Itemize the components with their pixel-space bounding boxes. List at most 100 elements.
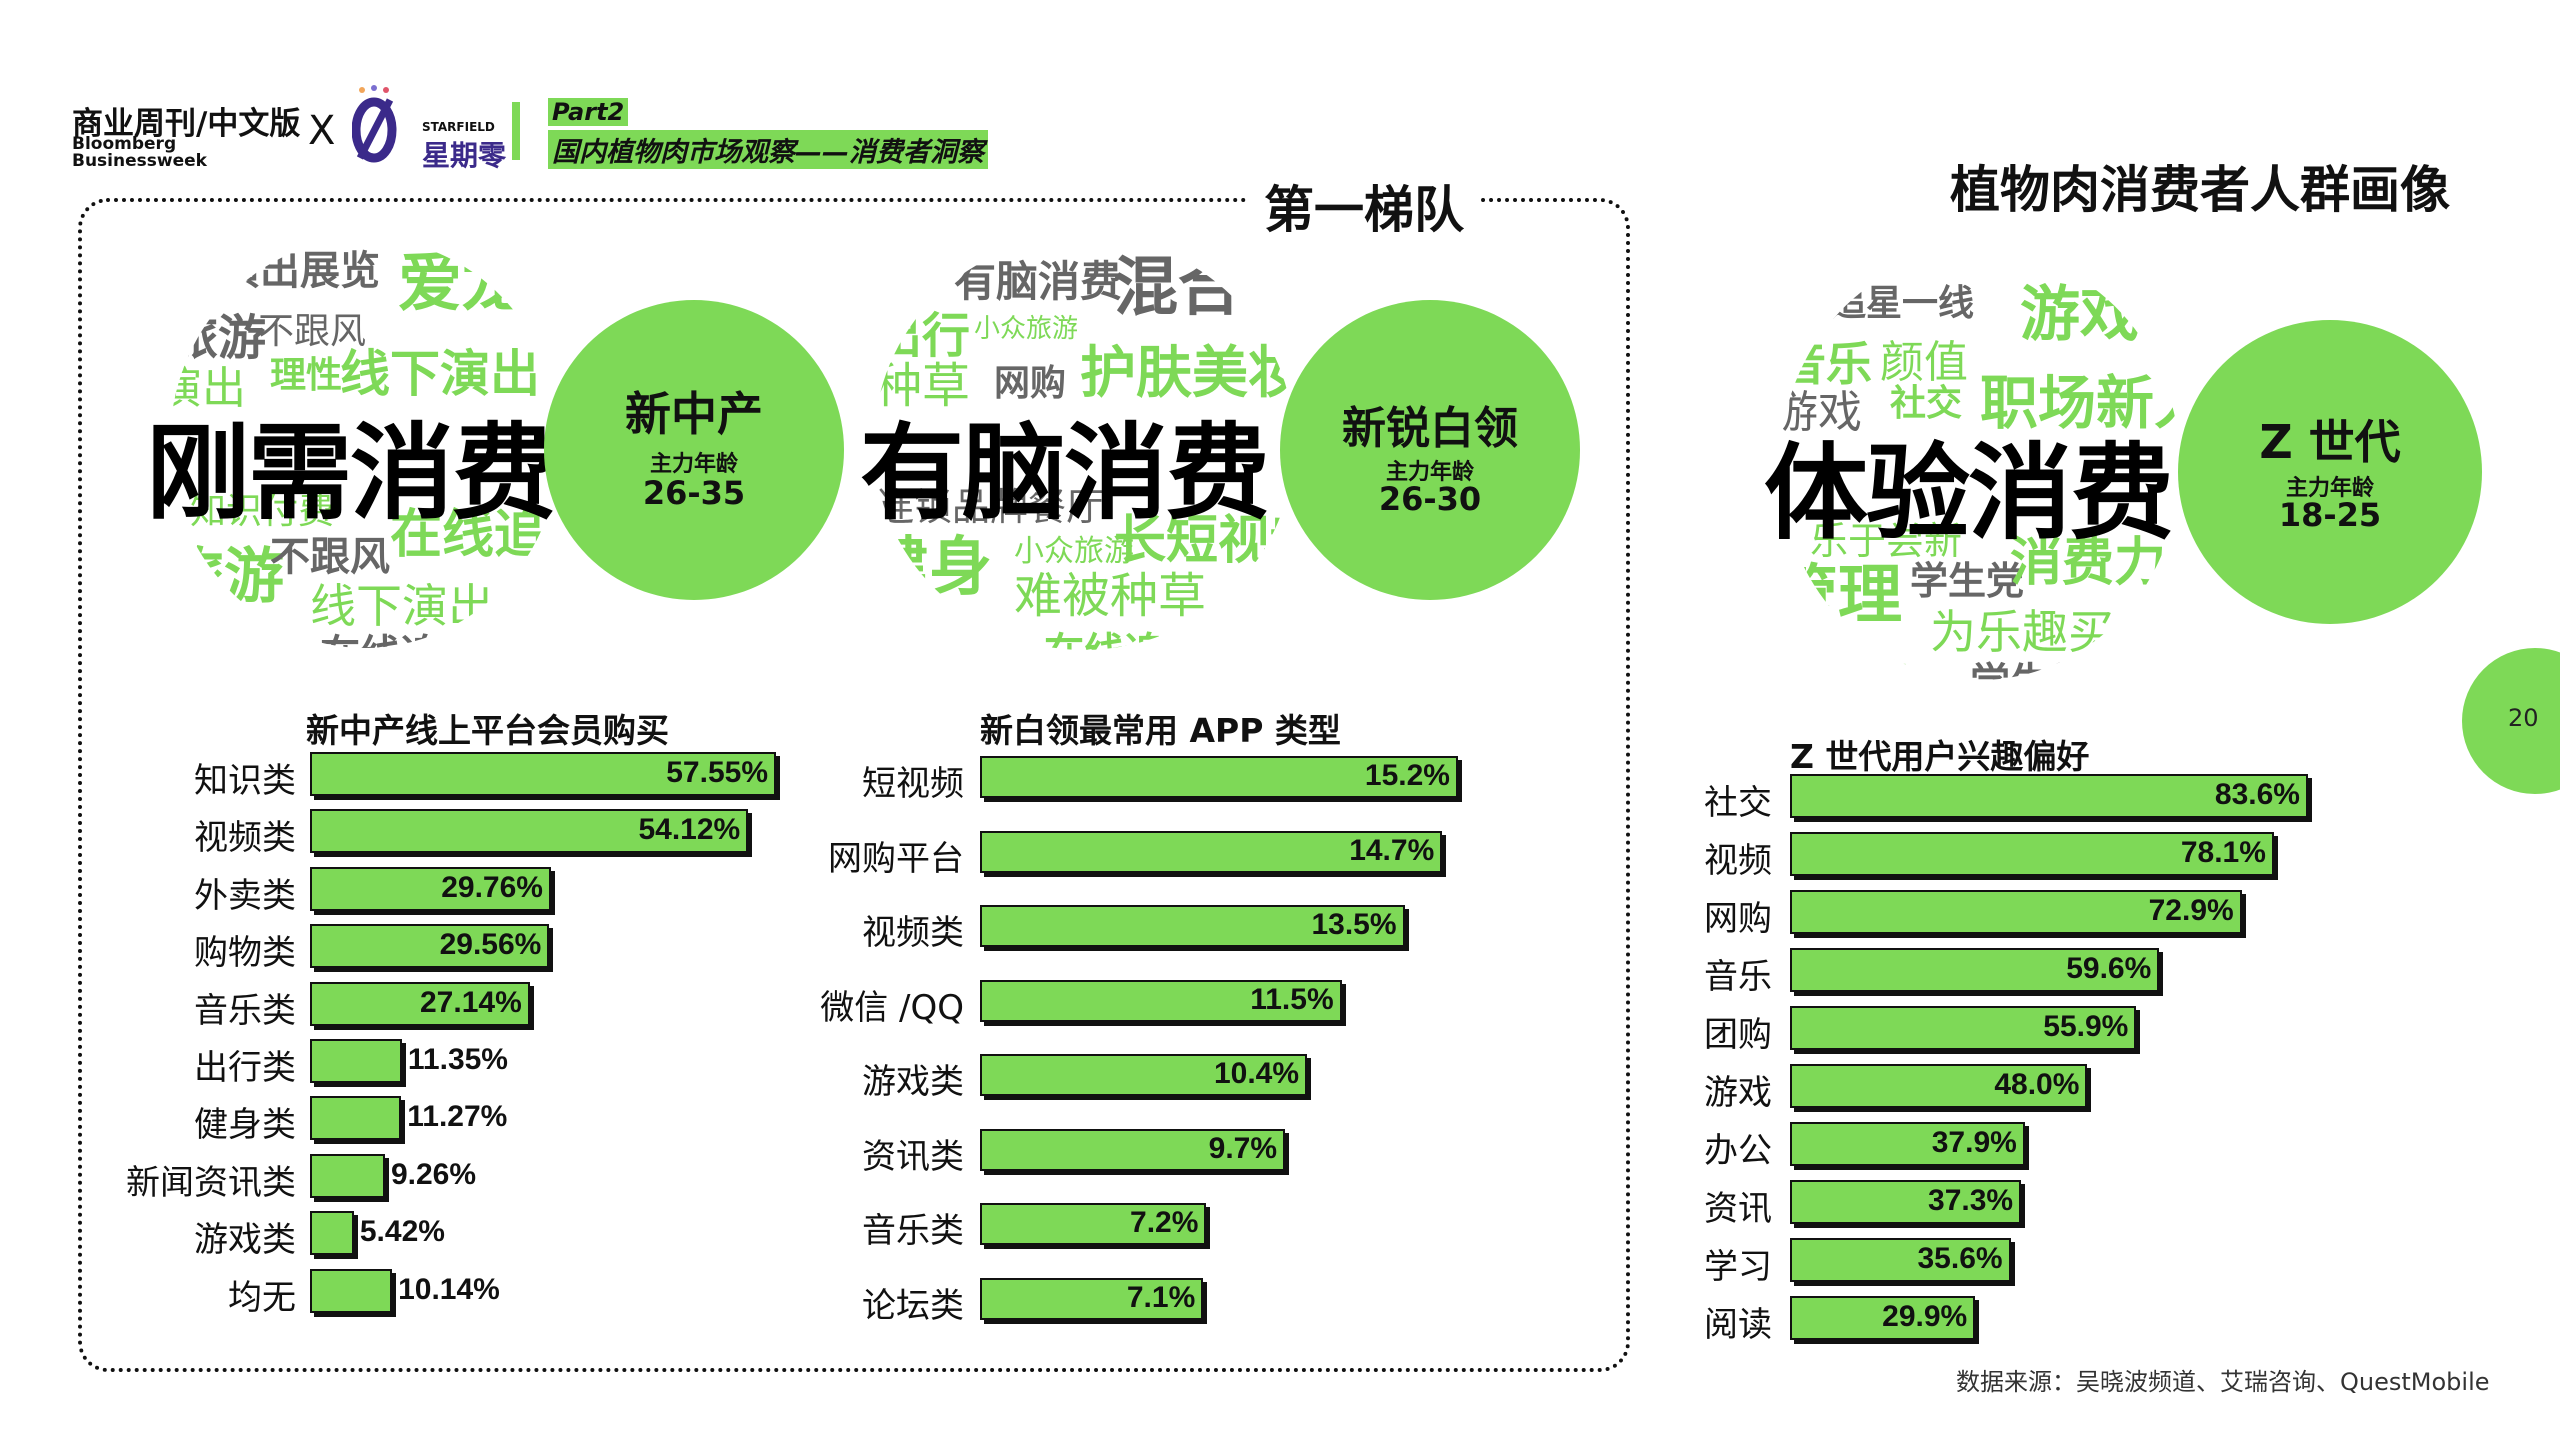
bar-value-label: 78.1% xyxy=(2180,836,2266,869)
bar-category-label: 视频 xyxy=(1704,841,1772,881)
cloud-word: 颜值 xyxy=(1820,646,1908,680)
bar-value-label: 10.14% xyxy=(398,1272,500,1306)
cloud-word: 旅游 xyxy=(170,310,267,366)
right-title: 植物肉消费者人群画像 xyxy=(1950,161,2450,219)
bar xyxy=(310,1039,402,1083)
bar-category-label: 新闻资讯类 xyxy=(126,1162,296,1203)
bar-value-label: 29.56% xyxy=(439,928,542,962)
bar-value-label: 7.1% xyxy=(1126,1280,1196,1314)
bar xyxy=(310,1096,402,1141)
bar-category-label: 游戏类 xyxy=(862,1062,964,1102)
bar-category-label: 出行类 xyxy=(194,1048,296,1088)
bar-value-label: 37.9% xyxy=(1931,1126,2017,1159)
bar-category-label: 网购 xyxy=(1704,899,1772,939)
bar-value-label: 5.42% xyxy=(359,1215,445,1249)
bar-category-label: 均无 xyxy=(228,1277,296,1318)
bar xyxy=(1790,948,2160,992)
part-label: Part2 xyxy=(548,98,629,126)
bar-value-label: 7.2% xyxy=(1130,1206,1199,1239)
bar xyxy=(310,1153,385,1198)
cloud-word: 长短视频 xyxy=(1114,511,1294,571)
badge-title: Z 世代 xyxy=(2259,415,2401,469)
badge-age: 26-30 xyxy=(1378,480,1482,518)
source-note: 数据来源：吴晓波频道、艾瑞咨询、QuestMobile xyxy=(1956,1368,2490,1396)
bar xyxy=(980,1203,1207,1245)
bar xyxy=(310,752,776,796)
cloud-word: 游戏 xyxy=(1780,387,1862,438)
bar xyxy=(310,981,530,1026)
bar xyxy=(310,924,550,969)
partner-name: 星期零 xyxy=(422,139,507,172)
bar-value-label: 57.55% xyxy=(666,756,768,789)
cloud-word: 在线追剧 xyxy=(390,505,560,565)
cloud-word: 演出 xyxy=(170,363,246,414)
bar-category-label: 办公 xyxy=(1704,1131,1772,1171)
persona-badge: 新中产 主力年龄 26-35 xyxy=(544,300,844,600)
brand-en-line2: Businessweek xyxy=(72,151,207,171)
bar-category-label: 购物类 xyxy=(194,933,296,974)
badge-age: 26-35 xyxy=(642,474,746,512)
bar-category-label: 阅读 xyxy=(1704,1305,1772,1345)
bar-category-label: 视频类 xyxy=(862,913,964,953)
chart-title: 新中产线上平台会员购买 xyxy=(306,711,669,750)
tier-label: 第一梯队 xyxy=(1248,170,1480,242)
bar-category-label: 团购 xyxy=(1704,1015,1772,1055)
cloud-word: 颜值 xyxy=(1880,337,1968,388)
bar-category-label: 短视频 xyxy=(862,764,964,804)
bar-category-label: 网购平台 xyxy=(828,838,964,879)
bar-value-label: 11.35% xyxy=(407,1043,508,1076)
bar xyxy=(1790,774,2308,818)
cloud-word: 管理 xyxy=(1780,559,1902,633)
word-cloud-1: 演出展览 爱龙 旅游 不跟风 理性 线下演出 演出 知识付费 在线追剧 旅游 不… xyxy=(170,238,560,648)
bar xyxy=(980,1277,1204,1320)
persona-keyword: 刚需消费 xyxy=(146,412,556,534)
bar-category-label: 外卖类 xyxy=(194,875,296,916)
cloud-word: 不跟风 xyxy=(270,534,390,580)
cloud-word: 难被种草 xyxy=(1014,568,1207,624)
bar xyxy=(310,866,551,911)
persona-badge: Z 世代 主力年龄 18-25 xyxy=(2178,320,2482,624)
cloud-word: 消费力强 xyxy=(2010,533,2180,593)
bar xyxy=(1790,1296,1976,1340)
cloud-word: 在线追剧 xyxy=(320,622,480,648)
cloud-word: 混合 xyxy=(1114,251,1242,325)
part-divider xyxy=(512,102,520,160)
bar-value-label: 10.4% xyxy=(1213,1057,1300,1090)
bar-category-label: 论坛类 xyxy=(862,1285,964,1326)
cloud-word: 健身 xyxy=(874,531,992,605)
cloud-word: 学生党 xyxy=(1970,650,2090,680)
bar xyxy=(1790,832,2274,876)
bar-value-label: 27.14% xyxy=(420,985,522,1019)
cloud-word: 演出展览 xyxy=(220,248,380,294)
bar xyxy=(980,905,1405,947)
persona-keyword: 体验消费 xyxy=(1764,432,2174,554)
bar-value-label: 37.3% xyxy=(1928,1184,2014,1217)
bar-value-label: 35.6% xyxy=(1917,1242,2003,1275)
persona-badge: 新锐白领 主力年龄 26-30 xyxy=(1280,300,1580,600)
cloud-word: 出行 xyxy=(874,308,971,364)
brand-en: Bloomberg Businessweek xyxy=(72,136,212,170)
bar-category-label: 学习 xyxy=(1704,1247,1772,1287)
bar xyxy=(310,1268,393,1313)
cloud-word: 网购 xyxy=(994,363,1067,404)
bar xyxy=(1790,1006,2137,1050)
bar-category-label: 音乐类 xyxy=(862,1211,964,1251)
bar-value-label: 14.7% xyxy=(1349,833,1435,867)
bar xyxy=(1790,1238,2011,1282)
cloud-word: 社交 xyxy=(1890,383,1963,424)
bar-value-label: 59.6% xyxy=(2066,952,2152,985)
bar-category-label: 知识类 xyxy=(194,761,296,801)
cloud-word: 游戏 xyxy=(2020,280,2140,350)
cloud-word: 职场新人 xyxy=(1980,369,2180,437)
cloud-word: 理性 xyxy=(270,355,343,396)
bar-value-label: 29.9% xyxy=(1882,1300,1968,1333)
bar-value-label: 9.26% xyxy=(390,1157,477,1191)
bar xyxy=(980,756,1458,798)
persona-keyword: 有脑消费 xyxy=(860,412,1270,534)
cloud-word: 爱龙 xyxy=(398,247,526,321)
cloud-word: 小众旅游 xyxy=(1014,534,1134,569)
bar-category-label: 资讯 xyxy=(1704,1189,1772,1229)
bar-category-label: 健身类 xyxy=(194,1105,296,1146)
cloud-word: 不跟风 xyxy=(258,311,367,352)
bar-category-label: 音乐 xyxy=(1704,957,1772,997)
